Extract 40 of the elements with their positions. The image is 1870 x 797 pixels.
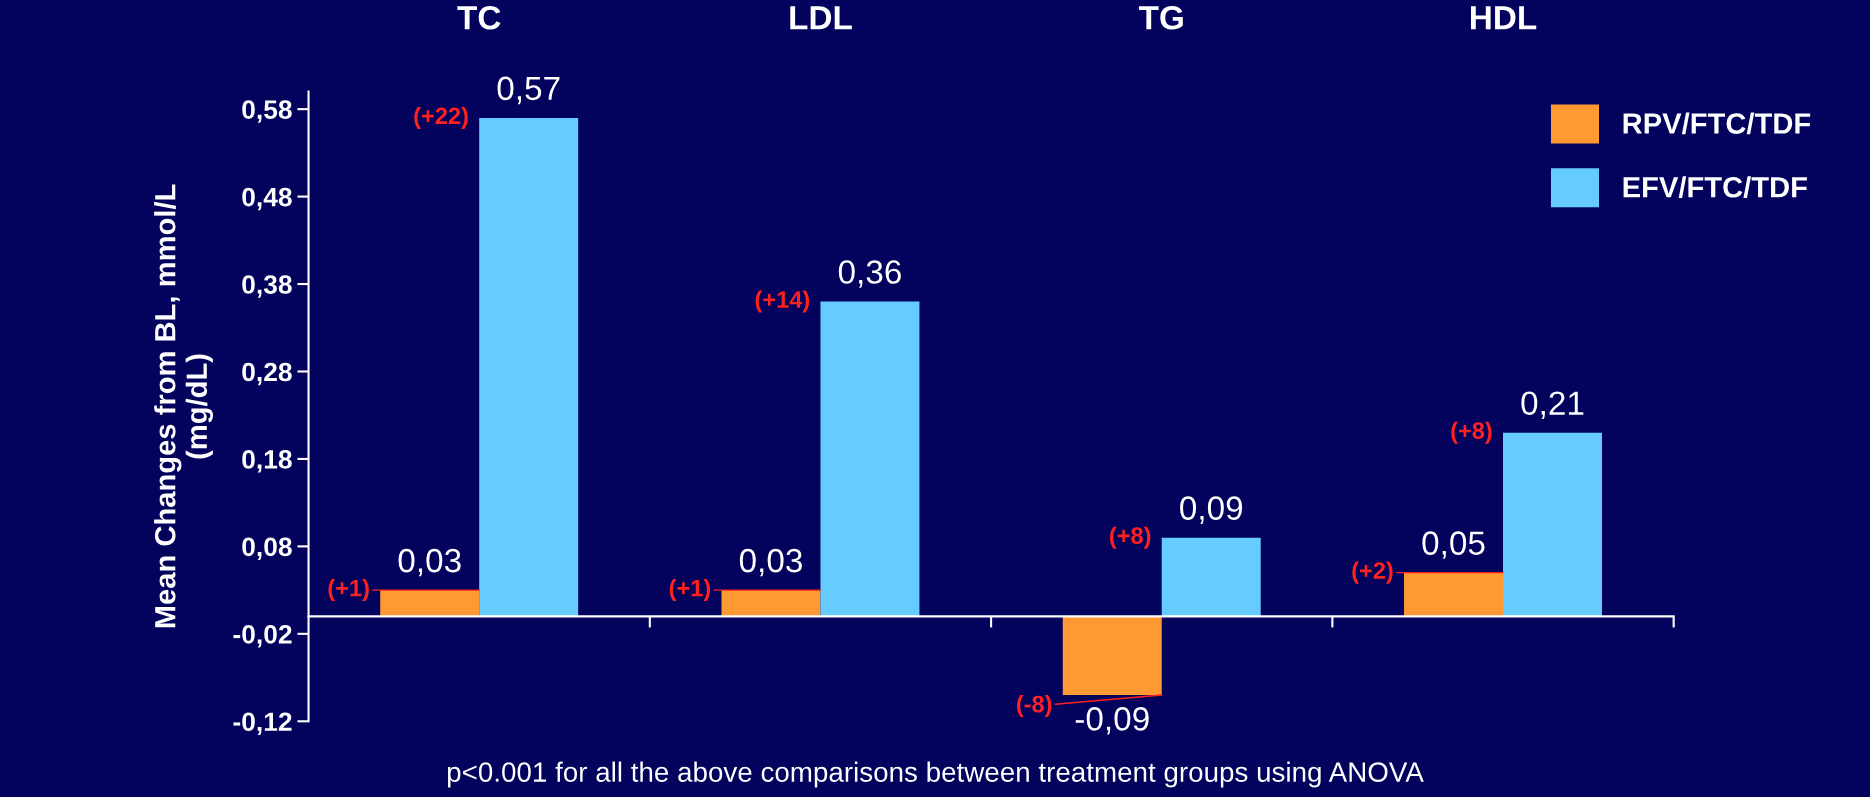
data-label: 0,05: [1422, 531, 1485, 559]
data-label: 0,03: [739, 548, 802, 577]
data-label: 0,36: [838, 260, 901, 288]
x-tick-label: HDL: [1470, 6, 1537, 30]
annotation: (+1): [328, 579, 369, 602]
y-tick-label: -0,02: [233, 624, 292, 648]
annotation: (-8): [1016, 695, 1052, 718]
y-axis-title: Mean Changes from BL, mmol/L (mg/dL): [154, 184, 213, 628]
y-tick-label: 0,18: [242, 450, 292, 473]
annotation: (+8): [1451, 421, 1492, 444]
x-tick-label: TG: [1138, 5, 1183, 30]
bar: [1161, 537, 1261, 617]
bar: [380, 590, 480, 617]
bar: [479, 117, 579, 617]
legend-label: EFV/FTC/TDF: [1623, 176, 1807, 198]
y-tick-label: 0,48: [242, 187, 292, 211]
annotation: (+14): [755, 290, 810, 313]
y-tick-label: 0,58: [242, 100, 292, 123]
data-label: 0,57: [497, 76, 560, 105]
bar: [820, 301, 920, 617]
bar: [721, 590, 821, 617]
data-label: 0,03: [398, 548, 461, 577]
data-label: 0,09: [1180, 496, 1243, 524]
data-label: 0,21: [1521, 391, 1584, 419]
annotation: (+1): [669, 579, 711, 602]
bar: [1404, 572, 1504, 617]
data-label: -0,09: [1075, 707, 1149, 735]
text: p<0.001 for all the above comparisons between treatment groups using ANOVA: [447, 761, 1424, 788]
bar: [1503, 432, 1602, 617]
y-tick-label: -0,12: [233, 712, 292, 735]
y-tick-label: 0,28: [242, 362, 292, 386]
legend-label: RPV/FTC/TDF: [1623, 112, 1811, 135]
y-tick-label: 0,38: [242, 275, 292, 298]
annotation: (+22): [414, 106, 468, 129]
x-tick-label: TC: [457, 5, 501, 30]
x-tick-label: LDL: [790, 6, 852, 30]
annotation: (+8): [1110, 526, 1151, 549]
bar: [1062, 616, 1162, 696]
annotation: (+2): [1352, 561, 1393, 584]
y-tick-label: 0,08: [242, 537, 292, 561]
